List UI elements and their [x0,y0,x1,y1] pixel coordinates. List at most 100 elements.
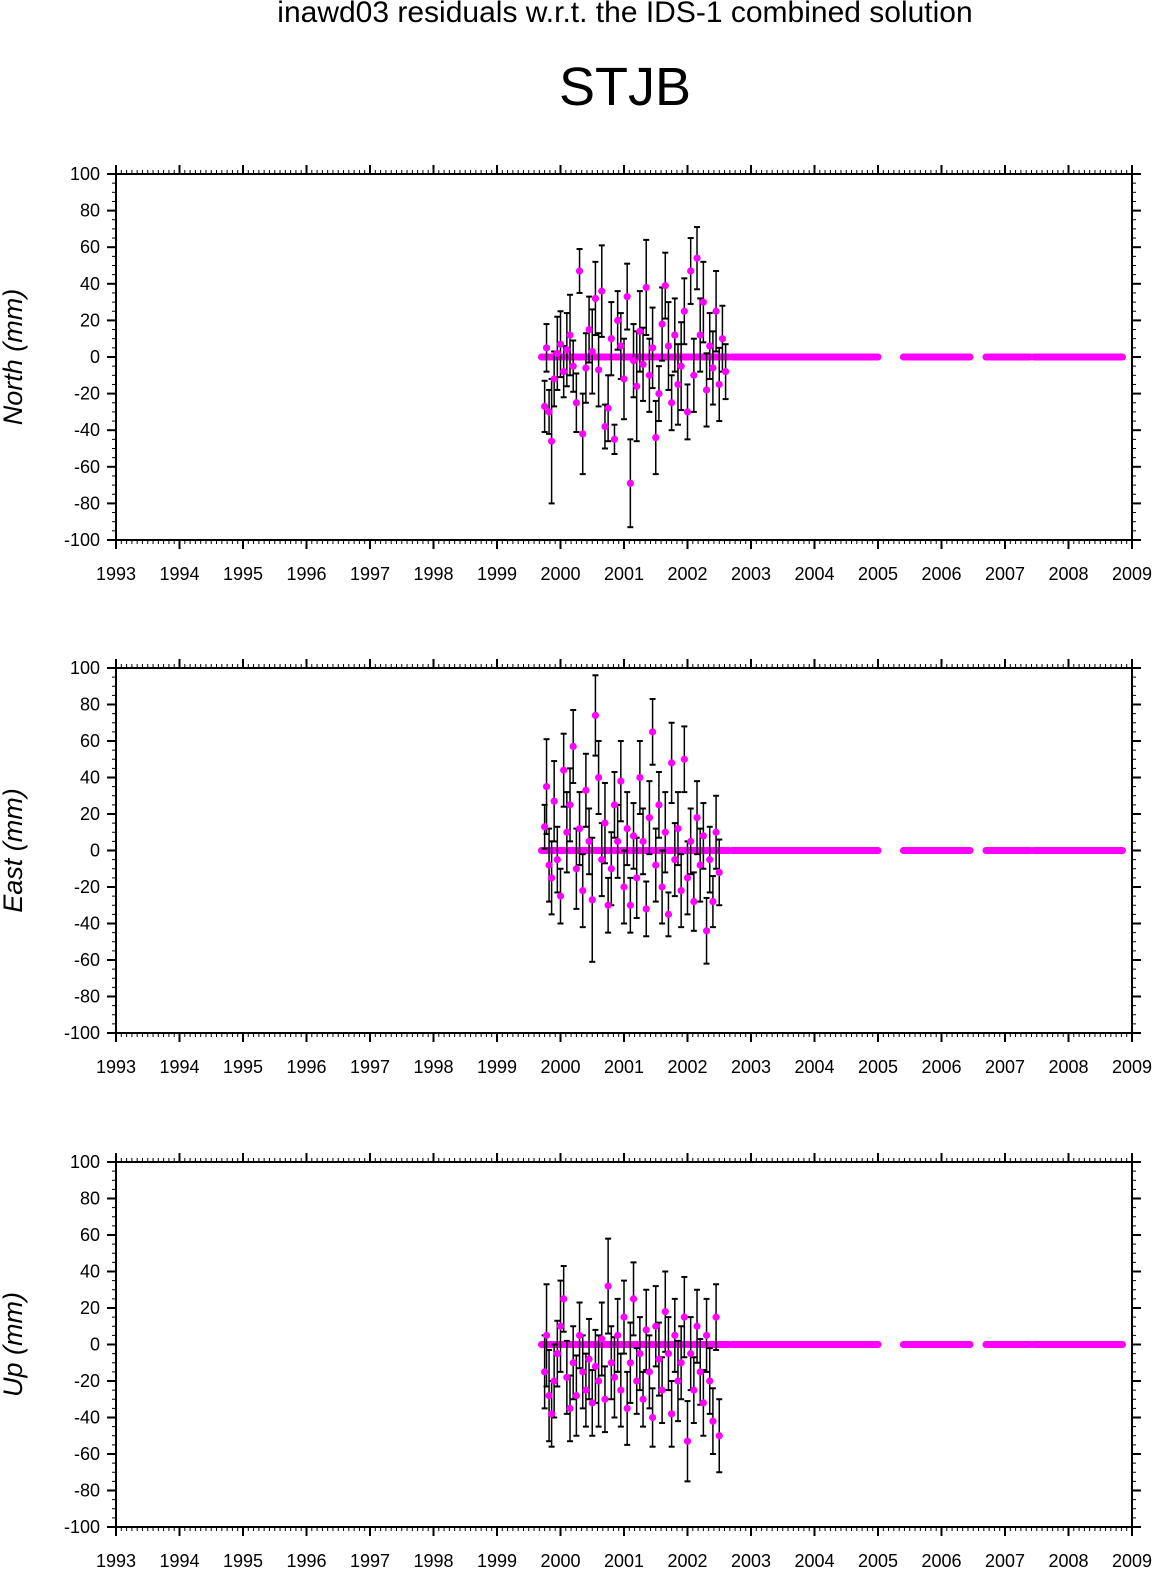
data-point [633,874,641,882]
x-tick-label: 2006 [921,564,961,584]
data-point [680,755,688,763]
data-point [645,1368,654,1376]
data-point [598,1335,606,1343]
data-point [560,368,568,376]
x-tick-label: 2004 [794,1057,834,1077]
y-tick-label: 60 [80,237,100,257]
x-tick-label: 2006 [921,1057,961,1077]
data-point [712,828,720,836]
station-title: STJB [558,57,692,117]
data-point [639,837,647,845]
data-point [566,801,574,809]
data-point [553,856,561,864]
data-point [563,828,571,836]
data-point [569,742,577,751]
data-point [648,344,657,352]
x-tick-label: 1994 [159,1551,199,1571]
data-point [712,1313,720,1321]
y-axis-label: Up (mm) [0,1292,28,1397]
y-tick-label: -40 [74,1408,100,1428]
data-point [687,837,695,845]
x-tick-label: 2004 [794,564,834,584]
x-tick-label: 1997 [350,564,390,584]
data-point [722,368,730,376]
data-point [582,1386,590,1394]
x-tick-label: 1996 [286,1551,326,1571]
data-point [550,797,558,805]
data-point [696,331,704,339]
data-point [585,325,593,334]
data-point [664,910,673,918]
data-point [620,883,628,891]
data-point [588,347,596,356]
data-point [696,1368,704,1376]
y-tick-label: 20 [80,1298,100,1318]
data-point [575,267,584,275]
y-tick-label: 0 [90,841,100,861]
data-point [626,901,634,909]
data-point [629,1295,638,1303]
data-point [664,342,673,350]
data-point [652,1322,660,1330]
data-point [582,364,590,372]
data-point [566,331,574,339]
data-point [715,868,723,877]
data-point [677,362,685,370]
data-point [582,786,590,794]
data-point [617,342,625,350]
y-tick-label: 40 [80,768,100,788]
y-tick-label: -60 [74,457,100,477]
x-tick-label: 2002 [667,564,707,584]
x-tick-label: 1993 [96,1057,136,1077]
data-point [623,1404,631,1412]
data-point [569,1359,577,1367]
x-tick-label: 2002 [667,1057,707,1077]
data-point [680,307,688,315]
data-point [542,1331,551,1339]
data-point [556,892,565,900]
data-point [550,375,558,383]
data-point [645,814,654,822]
data-point [661,1308,669,1316]
x-tick-label: 2004 [794,1551,834,1571]
data-point [671,1331,679,1339]
data-point [655,390,663,398]
data-point [668,759,676,767]
data-point [706,856,714,864]
data-point [699,1399,707,1407]
x-tick-label: 2002 [667,1551,707,1571]
x-tick-label: 2000 [540,1551,580,1571]
data-point [566,1404,574,1412]
x-tick-label: 1998 [413,564,453,584]
data-point [623,825,631,833]
data-point [541,823,549,831]
data-point [633,1377,641,1385]
y-tick-label: -20 [74,1371,100,1391]
data-point [620,375,628,383]
data-point [591,711,600,720]
data-point [572,1392,580,1400]
x-tick-label: 2009 [1112,1057,1152,1077]
y-tick-label: -20 [74,877,100,897]
x-tick-label: 2005 [858,564,898,584]
y-axis-label: East (mm) [0,788,28,913]
data-point [687,267,695,275]
y-tick-label: 80 [80,1189,100,1209]
y-tick-label: 60 [80,1225,100,1245]
data-point [690,1386,698,1394]
data-point [674,380,682,389]
y-tick-label: -80 [74,1481,100,1501]
x-tick-label: 1998 [413,1057,453,1077]
x-tick-label: 2005 [858,1551,898,1571]
y-tick-label: 20 [80,804,100,824]
data-point [585,837,593,845]
y-tick-label: 80 [80,201,100,221]
y-tick-label: -80 [74,493,100,513]
data-point [629,832,638,840]
data-point [595,773,603,782]
data-point [585,1355,593,1363]
data-point [614,837,622,845]
y-tick-label: -100 [64,530,100,550]
data-point [709,1417,717,1425]
data-point [614,316,622,324]
